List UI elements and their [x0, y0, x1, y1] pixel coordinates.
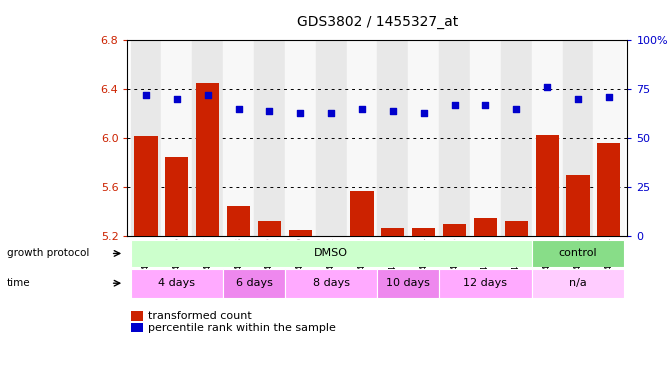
Text: growth protocol: growth protocol [7, 248, 89, 258]
Text: DMSO: DMSO [314, 248, 348, 258]
Bar [505, 222, 528, 236]
Bar [193, 40, 223, 236]
Point [172, 96, 183, 102]
Point [603, 94, 614, 100]
Bar [289, 230, 312, 236]
Bar [531, 40, 562, 236]
Bar [377, 40, 408, 236]
Bar [285, 269, 377, 298]
Bar [593, 40, 624, 236]
Point [326, 110, 337, 116]
Bar [470, 40, 501, 236]
Bar [350, 191, 374, 236]
Bar [347, 40, 377, 236]
Bar [162, 40, 193, 236]
Bar [223, 269, 285, 298]
Bar [131, 269, 223, 298]
Bar [443, 224, 466, 236]
Bar [439, 269, 531, 298]
Bar [439, 40, 470, 236]
Bar [254, 40, 285, 236]
Bar [562, 40, 593, 236]
Bar [316, 40, 347, 236]
Text: 10 days: 10 days [386, 278, 430, 288]
Text: transformed count: transformed count [148, 311, 252, 321]
Bar [566, 175, 590, 236]
Bar [131, 40, 162, 236]
Point [387, 108, 398, 114]
Point [449, 102, 460, 108]
Bar [223, 40, 254, 236]
Bar [535, 134, 559, 236]
Bar [196, 83, 219, 236]
Bar [131, 240, 531, 267]
Point [264, 108, 275, 114]
Point [572, 96, 583, 102]
Point [480, 102, 491, 108]
Bar [501, 40, 531, 236]
Point [511, 106, 521, 112]
Text: 12 days: 12 days [464, 278, 507, 288]
Bar [381, 228, 405, 236]
Text: percentile rank within the sample: percentile rank within the sample [148, 323, 336, 333]
Bar [285, 40, 316, 236]
Bar [258, 222, 281, 236]
Bar [165, 157, 189, 236]
Point [234, 106, 244, 112]
Point [295, 110, 306, 116]
Text: 6 days: 6 days [236, 278, 272, 288]
Text: GDS3802 / 1455327_at: GDS3802 / 1455327_at [297, 15, 458, 29]
Bar [408, 40, 439, 236]
Bar [227, 205, 250, 236]
Point [418, 110, 429, 116]
Point [203, 92, 213, 98]
Bar [531, 240, 624, 267]
Bar [412, 228, 435, 236]
Text: n/a: n/a [569, 278, 587, 288]
Bar [531, 269, 624, 298]
Bar [134, 136, 158, 236]
Text: time: time [7, 278, 30, 288]
Point [141, 92, 152, 98]
Text: control: control [559, 248, 597, 258]
Bar [474, 218, 497, 236]
Point [541, 84, 552, 90]
Text: 8 days: 8 days [313, 278, 350, 288]
Point [357, 106, 368, 112]
Bar [377, 269, 439, 298]
Bar [597, 143, 621, 236]
Text: 4 days: 4 days [158, 278, 195, 288]
